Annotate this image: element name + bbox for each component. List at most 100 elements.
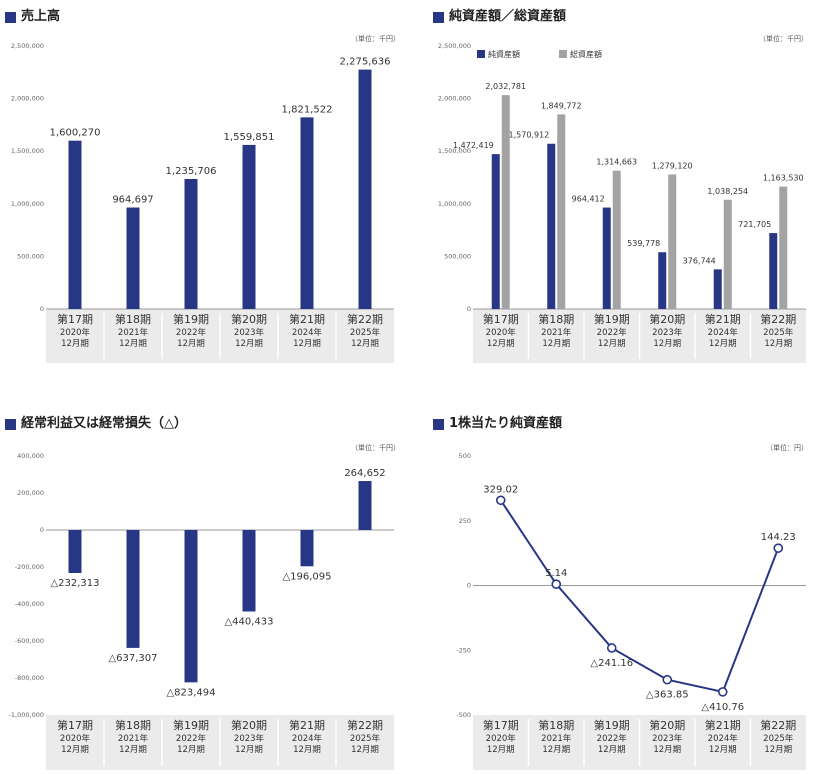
category-month-label: 12月期 bbox=[709, 745, 737, 755]
category-month-label: 12月期 bbox=[598, 339, 626, 349]
chart-sales: 売上高 （単位：千円） 0 500,000 1,000,000 1,500,000 2,00… bbox=[5, 8, 400, 363]
y-tick-label: 1,500,000 bbox=[438, 147, 471, 155]
unit-note: （単位：円） bbox=[766, 443, 808, 452]
y-tick-label: 1,000,000 bbox=[438, 200, 471, 208]
data-point bbox=[495, 495, 506, 506]
category-label: 第19期 bbox=[173, 718, 209, 732]
data-point bbox=[551, 579, 562, 589]
bar-net-assets bbox=[547, 143, 556, 309]
y-tick-label: 1,500,000 bbox=[11, 147, 44, 155]
y-tick-label: 0 bbox=[40, 305, 44, 313]
category-month-label: 12月期 bbox=[764, 745, 792, 755]
bar bbox=[126, 530, 140, 648]
legend-entry: 純資産額 bbox=[488, 49, 520, 59]
category-month-label: 12月期 bbox=[598, 745, 626, 755]
category-year-label: 2021年 bbox=[541, 327, 572, 338]
category-month-label: 12月期 bbox=[542, 745, 570, 755]
title-marker bbox=[5, 419, 16, 430]
data-label: 1,472,419 bbox=[453, 141, 494, 150]
data-label: 539,778 bbox=[627, 239, 660, 248]
category-year-label: 2022年 bbox=[176, 733, 207, 744]
category-month-label: 12月期 bbox=[61, 745, 89, 755]
category-label: 第21期 bbox=[289, 718, 325, 732]
data-label: 144.23 bbox=[761, 532, 796, 543]
series-line bbox=[499, 499, 780, 694]
category-year-label: 2025年 bbox=[350, 327, 381, 338]
category-label: 第19期 bbox=[594, 312, 630, 326]
bar-total-assets bbox=[779, 186, 788, 309]
category-month-label: 12月期 bbox=[351, 745, 379, 755]
data-label: 329.02 bbox=[483, 484, 518, 495]
category-label: 第18期 bbox=[115, 718, 151, 732]
chart-profit: 経常利益又は経常損失（△） （単位：千円） 400,000 200,000 0 -200,… bbox=[5, 415, 400, 770]
data-label: 1,038,254 bbox=[707, 187, 748, 196]
category-label: 第22期 bbox=[760, 718, 796, 732]
bar bbox=[126, 207, 140, 309]
category-label: 第17期 bbox=[57, 312, 93, 326]
category-year-label: 2023年 bbox=[652, 327, 683, 338]
bar bbox=[184, 530, 198, 683]
data-label: △232,313 bbox=[50, 578, 99, 589]
data-label: 376,744 bbox=[683, 256, 716, 265]
data-label: 964,412 bbox=[572, 195, 605, 204]
chart-bps: 1株当たり純資産額（単位：円）5002500-250-500第17期2020年1… bbox=[433, 415, 808, 770]
title-marker bbox=[433, 12, 444, 23]
y-tick-label: 0 bbox=[467, 305, 471, 313]
category-year-label: 2020年 bbox=[486, 733, 517, 744]
category-label: 第22期 bbox=[760, 312, 796, 326]
bar bbox=[300, 117, 314, 309]
data-label: 1,163,530 bbox=[763, 174, 804, 183]
data-label: 264,652 bbox=[344, 468, 385, 479]
category-month-label: 12月期 bbox=[709, 339, 737, 349]
category-label: 第21期 bbox=[705, 312, 741, 326]
bar bbox=[184, 179, 198, 309]
chart-title: 売上高 bbox=[21, 8, 60, 24]
data-label: △241.16 bbox=[590, 658, 633, 669]
category-month-label: 12月期 bbox=[119, 745, 147, 755]
legend-swatch bbox=[477, 50, 485, 58]
y-tick-label: 500,000 bbox=[17, 252, 44, 260]
category-label: 第17期 bbox=[483, 312, 519, 326]
category-label: 第18期 bbox=[538, 312, 574, 326]
data-label: 1,570,912 bbox=[509, 131, 550, 140]
data-label: △440,433 bbox=[224, 616, 273, 627]
category-month-label: 12月期 bbox=[293, 339, 321, 349]
category-month-label: 12月期 bbox=[177, 339, 205, 349]
y-tick-label: -800,000 bbox=[15, 674, 44, 682]
data-label: △363.85 bbox=[646, 690, 689, 701]
data-label: 1,314,663 bbox=[596, 158, 637, 167]
data-label: 1,235,706 bbox=[166, 166, 217, 177]
bar bbox=[242, 530, 256, 612]
category-label: 第22期 bbox=[347, 718, 383, 732]
bar-net-assets bbox=[658, 252, 667, 309]
bar-total-assets bbox=[723, 199, 732, 309]
category-label: 第18期 bbox=[115, 312, 151, 326]
data-label: 1,600,270 bbox=[50, 128, 101, 139]
category-year-label: 2021年 bbox=[118, 327, 149, 338]
y-tick-label: 500 bbox=[459, 452, 471, 460]
category-label: 第20期 bbox=[649, 312, 685, 326]
chart-title: 経常利益又は経常損失（△） bbox=[21, 415, 187, 431]
data-label: △637,307 bbox=[108, 653, 157, 664]
category-month-label: 12月期 bbox=[653, 339, 681, 349]
bar bbox=[68, 530, 82, 573]
bar-net-assets bbox=[713, 269, 722, 309]
category-year-label: 2025年 bbox=[763, 733, 794, 744]
data-label: 721,705 bbox=[738, 220, 771, 229]
chart-title: 純資産額／総資産額 bbox=[449, 8, 566, 24]
category-month-label: 12月期 bbox=[235, 339, 263, 349]
category-month-label: 12月期 bbox=[487, 745, 515, 755]
y-tick-label: -250 bbox=[456, 646, 471, 654]
y-tick-label: 500,000 bbox=[444, 252, 471, 260]
category-year-label: 2023年 bbox=[234, 733, 265, 744]
data-label: 1,279,120 bbox=[652, 161, 693, 170]
data-point bbox=[717, 687, 728, 697]
y-tick-label: -1,000,000 bbox=[9, 711, 44, 719]
category-label: 第21期 bbox=[705, 718, 741, 732]
category-year-label: 2022年 bbox=[176, 327, 207, 338]
category-year-label: 2025年 bbox=[350, 733, 381, 744]
data-label: 1,849,772 bbox=[541, 101, 582, 110]
title-marker bbox=[433, 419, 444, 430]
y-tick-label: -600,000 bbox=[15, 637, 44, 645]
